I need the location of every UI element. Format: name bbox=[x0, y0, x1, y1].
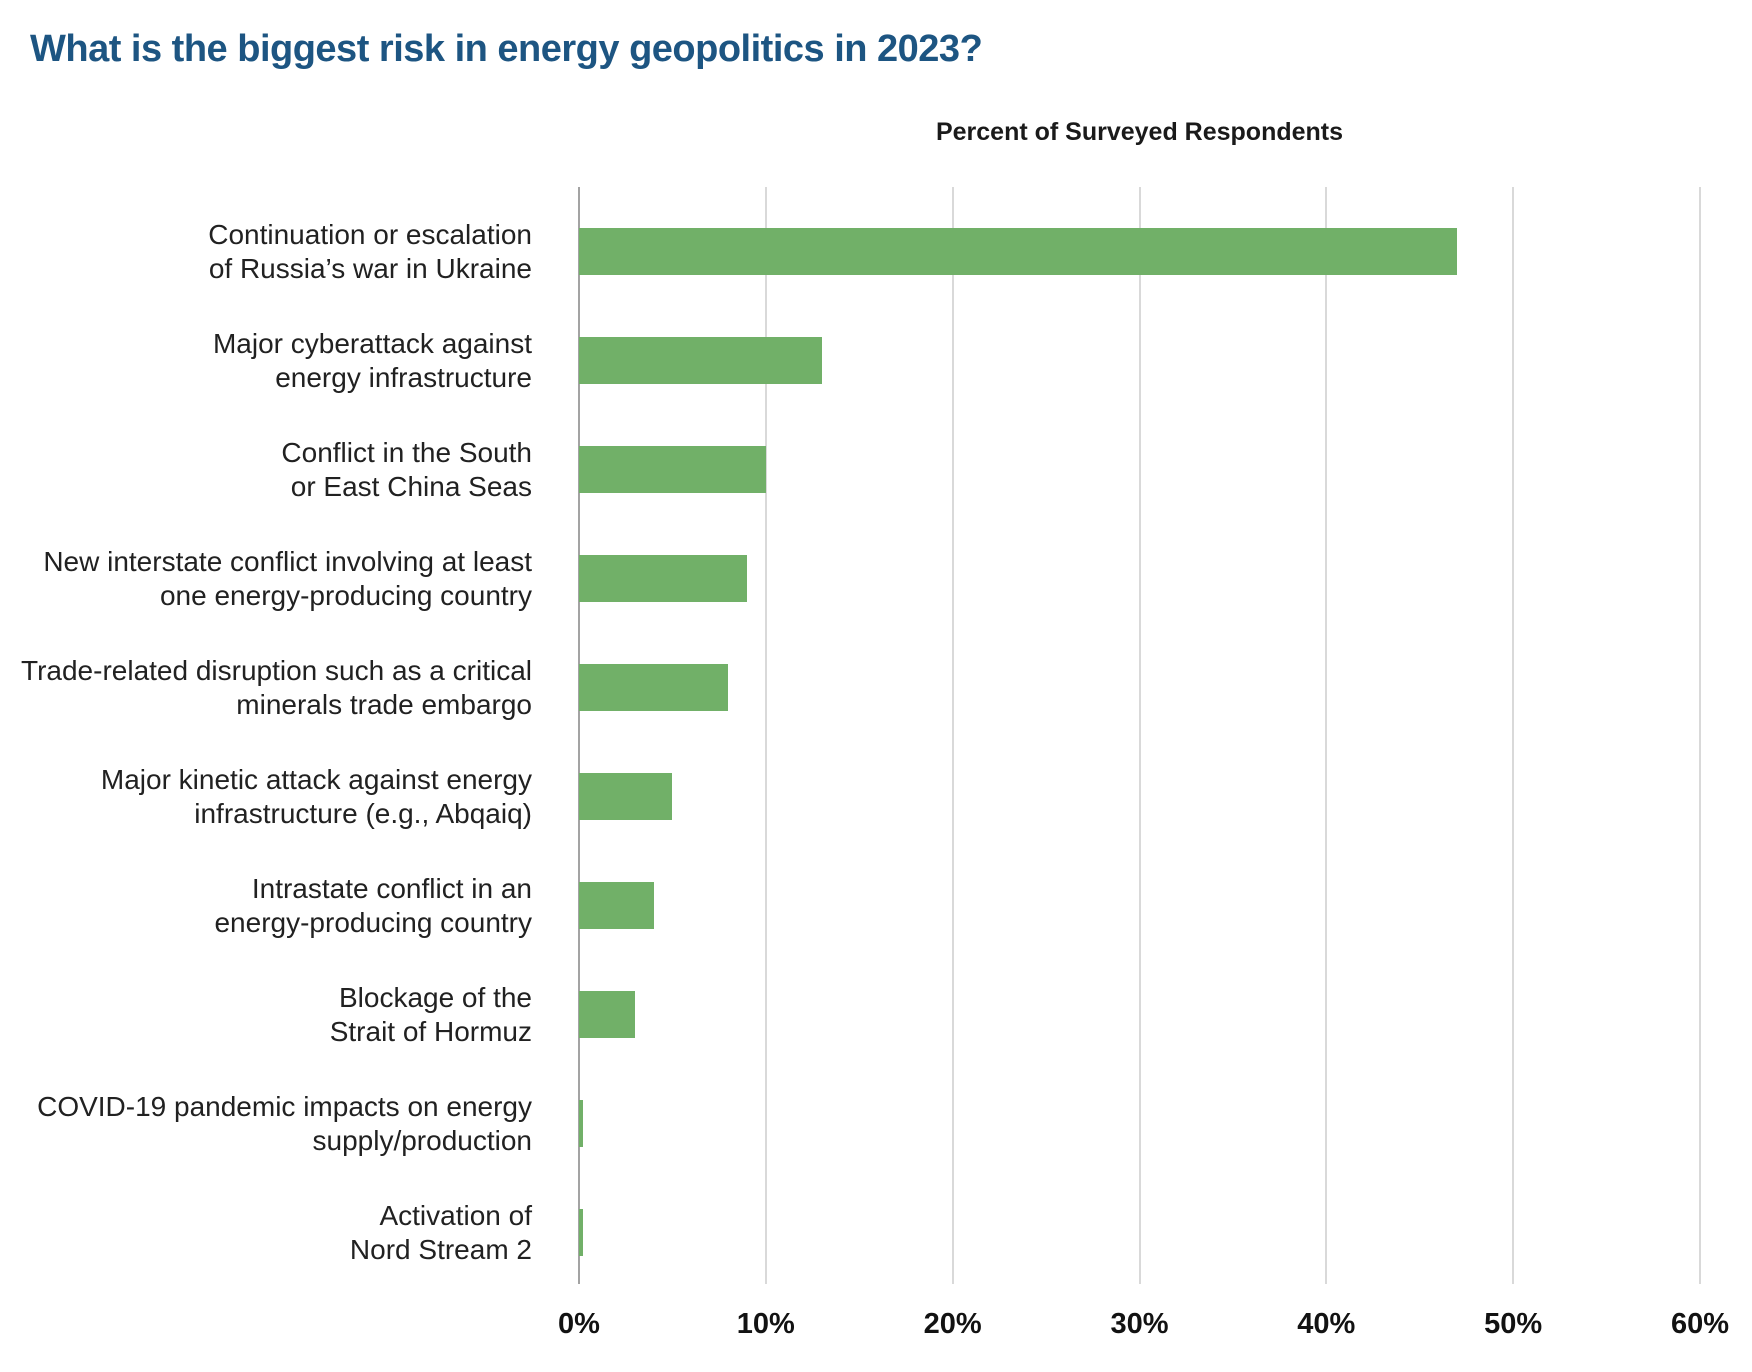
gridline-50% bbox=[1512, 187, 1515, 1284]
category-label-line: or East China Seas bbox=[290, 470, 532, 502]
category-label-line: Nord Stream 2 bbox=[349, 1233, 532, 1265]
category-label: New interstate conflict involving at lea… bbox=[43, 545, 532, 613]
bar bbox=[579, 991, 635, 1038]
bar bbox=[579, 228, 1457, 275]
category-label-line: energy infrastructure bbox=[275, 361, 532, 393]
x-tick-label: 10% bbox=[736, 1308, 795, 1340]
chart-title: What is the biggest risk in energy geopo… bbox=[30, 28, 983, 70]
bar bbox=[579, 555, 747, 602]
bar bbox=[579, 1100, 583, 1147]
category-label-line: infrastructure (e.g., Abqaiq) bbox=[194, 797, 532, 829]
x-axis-title: Percent of Surveyed Respondents bbox=[935, 118, 1344, 146]
x-tick-label: 50% bbox=[1484, 1308, 1543, 1340]
category-label: Intrastate conflict in an energy-producin… bbox=[214, 872, 532, 940]
category-label: Activation of Nord Stream 2 bbox=[350, 1199, 532, 1267]
x-tick-label: 0% bbox=[558, 1308, 600, 1340]
gridline-30% bbox=[1138, 187, 1141, 1284]
category-label-line: COVID-19 pandemic impacts on energy bbox=[37, 1090, 532, 1122]
category-label-line: Blockage of the bbox=[338, 981, 532, 1013]
x-tick-label: 40% bbox=[1297, 1308, 1356, 1340]
category-label-line: Conflict in the South bbox=[281, 436, 532, 468]
bar bbox=[579, 664, 728, 711]
bar bbox=[579, 773, 672, 820]
category-label-line: Trade-related disruption such as a criti… bbox=[21, 654, 532, 686]
category-label-line: one energy-producing country bbox=[159, 579, 532, 611]
category-label-line: minerals trade embargo bbox=[236, 688, 532, 720]
category-label: Blockage of the Strait of Hormuz bbox=[330, 981, 532, 1049]
x-tick-label: 20% bbox=[923, 1308, 982, 1340]
y-axis-line bbox=[578, 187, 580, 1284]
bar bbox=[579, 882, 654, 929]
x-tick-label: 60% bbox=[1670, 1308, 1730, 1340]
category-label-line: supply/production bbox=[312, 1124, 532, 1156]
gridline-60% bbox=[1699, 187, 1701, 1284]
category-label: Major kinetic attack against energy infra… bbox=[101, 763, 532, 831]
category-label-line: New interstate conflict involving at lea… bbox=[43, 545, 532, 577]
category-label: COVID-19 pandemic impacts on energy suppl… bbox=[37, 1090, 532, 1158]
category-label-line: Strait of Hormuz bbox=[329, 1015, 532, 1047]
category-label-line: Major cyberattack against bbox=[212, 327, 532, 359]
category-label-line: Intrastate conflict in an bbox=[251, 872, 532, 904]
bar bbox=[579, 337, 822, 384]
category-label-line: energy-producing country bbox=[214, 906, 532, 938]
bar bbox=[579, 446, 766, 493]
bar bbox=[579, 1209, 583, 1256]
category-label-line: of Russia’s war in Ukraine bbox=[208, 252, 532, 284]
category-label: Conflict in the South or East China Seas bbox=[281, 436, 532, 504]
category-label-line: Activation of bbox=[379, 1199, 532, 1231]
gridline-20% bbox=[951, 187, 954, 1284]
x-tick-label: 30% bbox=[1110, 1308, 1169, 1340]
gridline-40% bbox=[1325, 187, 1328, 1284]
category-label: Continuation or escalation of Russia’s wa… bbox=[208, 218, 532, 286]
gridline-10% bbox=[764, 187, 767, 1284]
category-label-line: Continuation or escalation bbox=[208, 218, 532, 250]
category-label: Major cyberattack against energy infrastr… bbox=[213, 327, 532, 395]
category-label: Trade-related disruption such as a criti… bbox=[21, 654, 532, 722]
category-label-line: Major kinetic attack against energy bbox=[100, 763, 532, 795]
